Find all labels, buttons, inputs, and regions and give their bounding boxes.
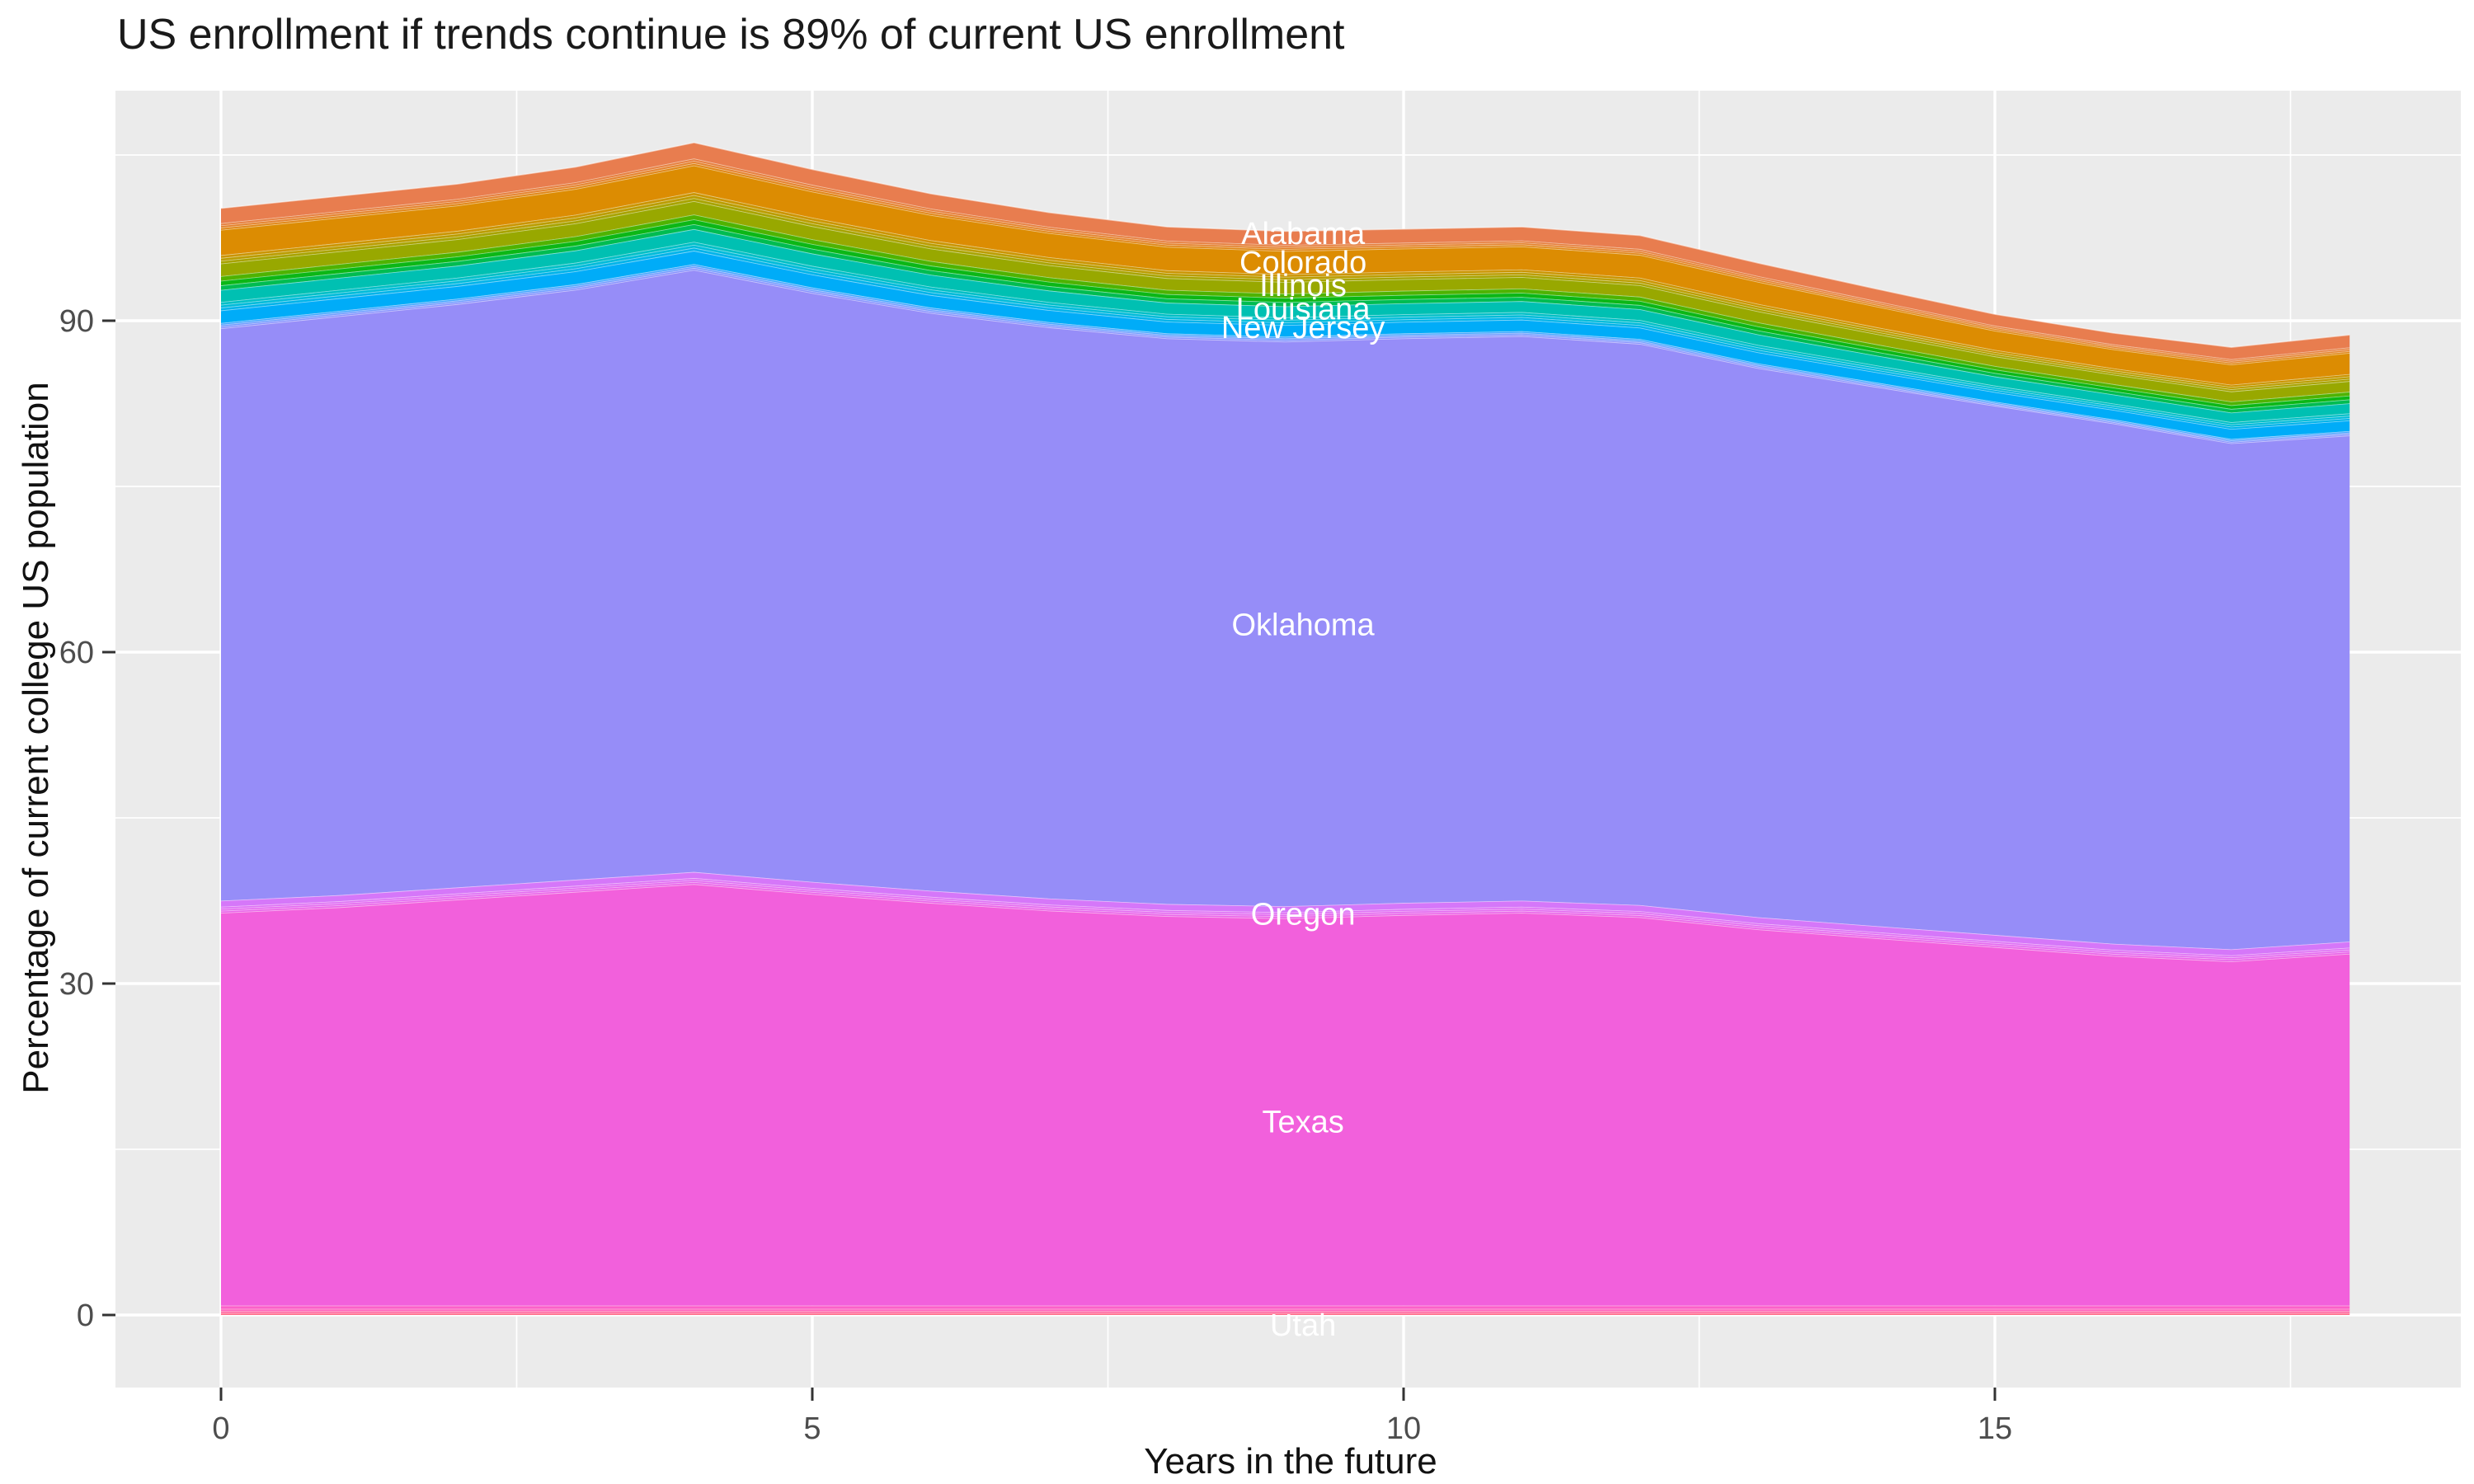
area-colorado	[221, 165, 2350, 385]
state-label-louisiana: Louisiana	[1236, 292, 1371, 326]
x-axis-title: Years in the future	[1144, 1441, 1437, 1482]
area-border	[220, 142, 2350, 348]
y-tick-label: 0	[77, 1298, 94, 1333]
chart-title: US enrollment if trends continue is 89% …	[117, 11, 1345, 59]
y-tick-label: 90	[59, 304, 94, 339]
area-alabama	[221, 142, 2350, 359]
y-tick-label: 30	[59, 967, 94, 1002]
x-tick-label: 15	[1978, 1411, 2012, 1446]
area-louisiana	[221, 228, 2350, 423]
x-tick-label: 10	[1386, 1411, 1421, 1446]
area-illinois	[221, 201, 2350, 402]
state-label-colorado: Colorado	[1239, 246, 1366, 280]
y-tick-label: 60	[59, 636, 94, 670]
area-utah	[221, 1305, 2350, 1309]
state-label-new-jersey: New Jersey	[1221, 311, 1385, 345]
state-label-oregon: Oregon	[1251, 898, 1356, 932]
y-axis-title: Percentage of current college US populat…	[16, 382, 56, 1094]
state-label-utah: Utah	[1270, 1308, 1336, 1343]
x-tick-label: 5	[803, 1411, 821, 1446]
area-oregon	[221, 871, 2350, 956]
area-new-jersey	[221, 251, 2350, 439]
state-label-oklahoma: Oklahoma	[1232, 608, 1376, 643]
state-label-texas: Texas	[1262, 1106, 1343, 1140]
area-texas	[221, 884, 2350, 1306]
state-label-alabama: Alabama	[1241, 217, 1366, 251]
x-tick-label: 0	[212, 1411, 229, 1446]
state-label-illinois: Illinois	[1259, 269, 1347, 303]
area-oklahoma	[221, 270, 2350, 950]
